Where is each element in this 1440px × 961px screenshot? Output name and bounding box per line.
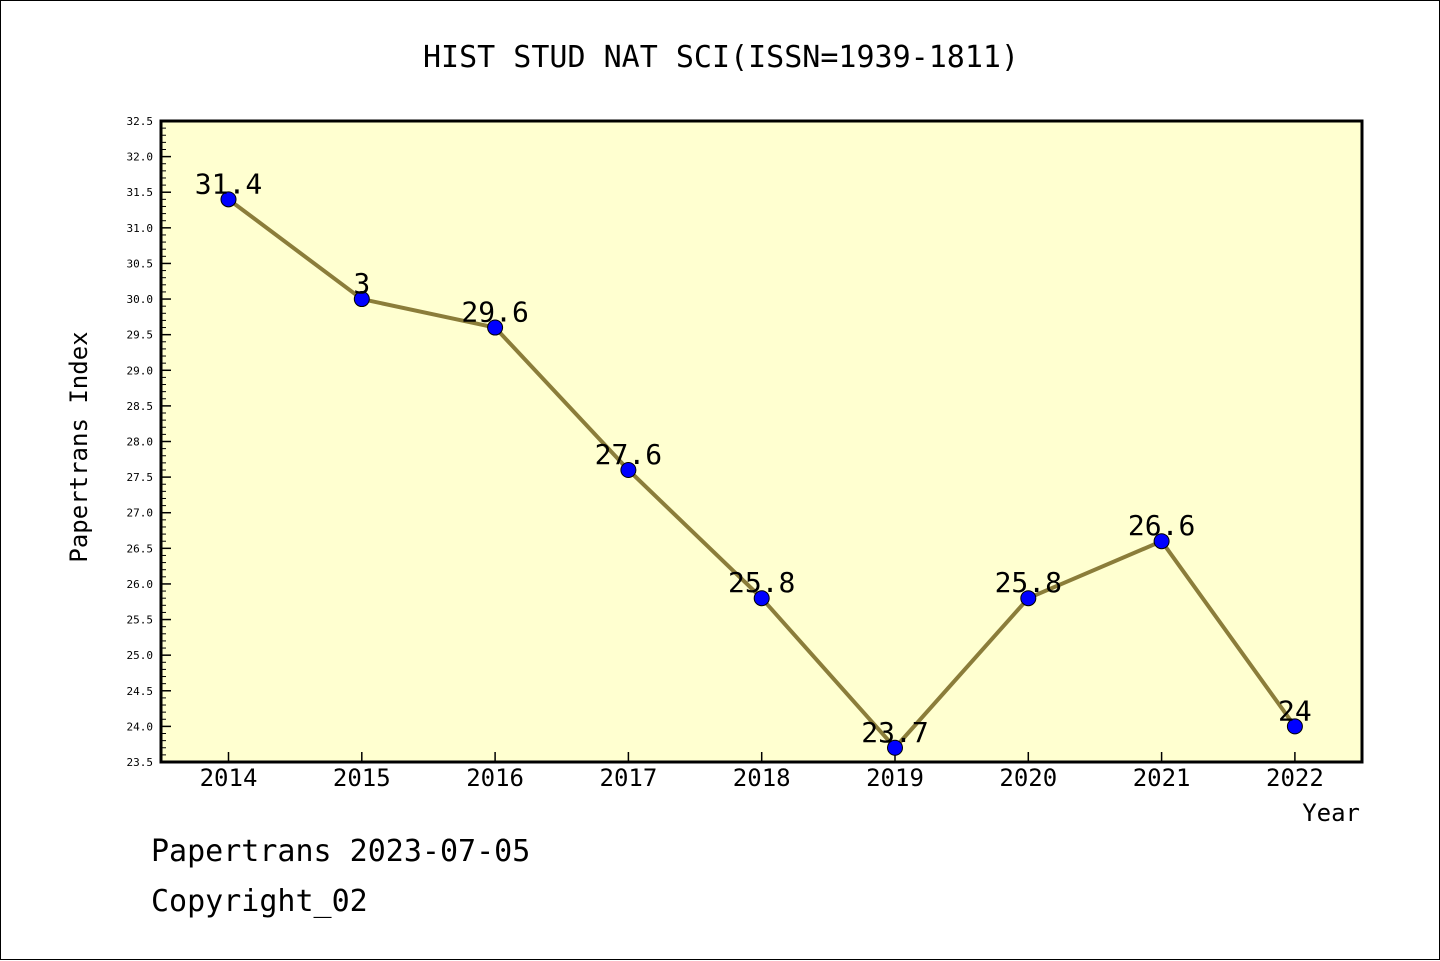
y-tick-label: 26.0 bbox=[127, 578, 154, 591]
data-point bbox=[753, 590, 770, 607]
data-label: 31.4 bbox=[195, 167, 262, 200]
x-tick-label: 2019 bbox=[866, 764, 924, 792]
data-label: 25.8 bbox=[995, 566, 1062, 599]
x-axis-ticks: 2014 2015 2016 2017 2018 2019 2020 2021 2022 bbox=[200, 752, 1324, 792]
data-point bbox=[487, 319, 504, 336]
data-point bbox=[1020, 590, 1037, 607]
footer-copyright: Copyright_02 bbox=[151, 884, 368, 919]
x-axis-label: Year bbox=[1302, 799, 1360, 827]
data-point bbox=[353, 291, 370, 308]
chart-title: HIST STUD NAT SCI(ISSN=1939-1811) bbox=[423, 40, 1019, 75]
y-tick-label: 24.0 bbox=[127, 720, 154, 733]
data-label: 26.6 bbox=[1128, 509, 1195, 542]
x-tick-label: 2018 bbox=[733, 764, 791, 792]
y-tick-label: 32.5 bbox=[127, 115, 154, 128]
y-tick-label: 31.0 bbox=[127, 222, 154, 235]
y-tick-label: 23.5 bbox=[127, 756, 154, 769]
data-label: 27.6 bbox=[595, 438, 662, 471]
x-tick-label: 2020 bbox=[999, 764, 1057, 792]
x-tick-label: 2015 bbox=[333, 764, 391, 792]
y-axis-ticks: 23.5 24.0 24.5 25.0 25.5 26.0 26.5 27.0 27.5 28.0… bbox=[127, 115, 171, 769]
data-label: 3 bbox=[353, 267, 370, 300]
data-point bbox=[887, 739, 903, 756]
y-tick-label: 31.5 bbox=[127, 186, 154, 199]
data-label: 23.7 bbox=[861, 716, 928, 749]
x-tick-label: 2017 bbox=[600, 764, 658, 792]
data-labels: 31.4 3 29.6 27.6 25.8 23.7 25.8 26.6 24 bbox=[195, 167, 1312, 748]
y-tick-label: 32.0 bbox=[127, 151, 154, 164]
data-label: 24 bbox=[1278, 694, 1312, 727]
y-tick-label: 27.5 bbox=[127, 471, 154, 484]
x-tick-label: 2016 bbox=[466, 764, 524, 792]
x-tick-label: 2021 bbox=[1133, 764, 1191, 792]
data-point bbox=[620, 461, 637, 478]
x-tick-label: 2014 bbox=[200, 764, 258, 792]
y-tick-label: 29.0 bbox=[127, 364, 154, 377]
y-tick-label: 30.5 bbox=[127, 257, 154, 270]
data-point bbox=[220, 191, 237, 208]
y-tick-label: 28.5 bbox=[127, 400, 154, 413]
footer-date: Papertrans 2023-07-05 bbox=[151, 834, 531, 869]
data-point bbox=[1153, 533, 1170, 550]
y-tick-label: 25.5 bbox=[127, 614, 154, 627]
plot-area bbox=[159, 119, 1364, 764]
y-tick-label: 24.5 bbox=[127, 685, 154, 698]
y-tick-label: 27.0 bbox=[127, 507, 154, 520]
series-markers bbox=[220, 191, 1303, 756]
data-label: 25.8 bbox=[728, 566, 795, 599]
data-point bbox=[1286, 718, 1303, 735]
y-tick-label: 25.0 bbox=[127, 649, 154, 662]
y-axis-label: Papertrans Index bbox=[65, 331, 93, 562]
y-tick-label: 30.0 bbox=[127, 293, 154, 306]
y-tick-label: 26.5 bbox=[127, 542, 154, 555]
data-label: 29.6 bbox=[461, 296, 528, 329]
y-tick-label: 28.0 bbox=[127, 436, 154, 449]
x-tick-label: 2022 bbox=[1266, 764, 1324, 792]
y-tick-label: 29.5 bbox=[127, 329, 154, 342]
